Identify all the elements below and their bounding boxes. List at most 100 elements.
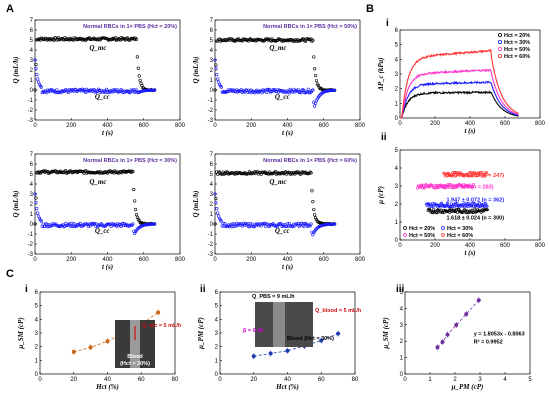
legend-marker xyxy=(441,233,445,237)
data-point xyxy=(236,37,241,41)
data-point xyxy=(447,208,451,212)
x-tick-label: 200 xyxy=(246,123,257,129)
x-tick-label: 200 xyxy=(66,257,77,263)
data-point xyxy=(268,351,273,356)
data-point xyxy=(34,66,38,71)
data-point xyxy=(281,171,285,175)
data-point xyxy=(470,204,474,208)
legend-marker xyxy=(497,40,502,45)
x-tick-label: 600 xyxy=(319,257,330,263)
chart-Bii: 0 200 400 600 800 0 1 2 3 4 5 t (s) μ (cP) 1.618 ± 0.… xyxy=(377,148,546,257)
data-point xyxy=(445,332,450,337)
y-tick-label: 1 xyxy=(210,78,214,84)
data-point xyxy=(314,79,319,83)
data-point xyxy=(214,200,218,205)
data-point xyxy=(418,185,422,189)
data-point xyxy=(216,211,220,215)
panel-label-Cii: ii xyxy=(200,284,206,295)
y-tick-label: 0 xyxy=(395,238,399,244)
y-tick-label: 2 xyxy=(30,202,34,208)
data-point xyxy=(213,88,217,92)
data-point xyxy=(459,171,462,175)
data-point xyxy=(473,202,476,205)
y-tick-label: 6 xyxy=(215,290,219,296)
x-tick-label: 800 xyxy=(355,123,366,129)
data-point xyxy=(35,206,39,211)
data-point xyxy=(297,171,301,175)
y-tick-label: 5 xyxy=(210,172,214,178)
data-point xyxy=(453,186,457,190)
legend-marker xyxy=(441,226,445,230)
data-point xyxy=(286,90,291,94)
chart-Ci: 0 20 40 60 80 0 1 2 3 4 5 6 Hct (%) μ_SM (cP) Q_mc = 5… xyxy=(17,290,182,391)
inset-qpbs: Q_PBS = 9 mL/h xyxy=(252,294,295,300)
data-point xyxy=(452,173,455,176)
data-point xyxy=(454,174,458,178)
data-point xyxy=(263,221,267,225)
y-tick-label: 7 xyxy=(210,18,214,24)
data-point xyxy=(318,93,322,97)
data-point xyxy=(133,199,137,203)
data-point xyxy=(84,38,88,42)
y-tick-label: 1 xyxy=(30,212,34,218)
y-axis-label: Q (mL/h) xyxy=(12,190,20,217)
data-point xyxy=(311,38,315,42)
x-tick-label: 600 xyxy=(139,257,150,263)
y-tick-label: 1 xyxy=(210,212,214,218)
data-point xyxy=(265,90,269,95)
data-point xyxy=(78,221,82,226)
x-tick-label: 200 xyxy=(430,121,441,127)
data-point xyxy=(125,36,130,40)
panel-label-A: A xyxy=(6,3,14,15)
data-point xyxy=(336,331,341,336)
data-point xyxy=(34,200,38,205)
data-point xyxy=(138,220,142,224)
panel-label-Bii: ii xyxy=(381,132,387,143)
y-tick-label: 6 xyxy=(210,162,214,168)
data-point xyxy=(34,62,38,67)
y-tick-label: 0 xyxy=(210,222,214,228)
data-point xyxy=(245,88,249,92)
data-point xyxy=(213,58,217,62)
x-tick-label: 40 xyxy=(284,377,291,383)
data-point xyxy=(39,219,43,223)
data-point xyxy=(138,78,142,82)
data-point xyxy=(132,187,136,192)
data-point xyxy=(65,171,69,175)
data-point xyxy=(311,199,315,204)
y-tick-label: 7 xyxy=(30,18,34,24)
x-tick-label: 80 xyxy=(172,377,179,383)
inset-label-2: (Hct = 30%) xyxy=(120,361,150,367)
data-point xyxy=(473,207,477,211)
x-tick-label: 200 xyxy=(66,123,77,129)
data-point xyxy=(55,88,59,92)
data-point xyxy=(426,185,430,189)
data-point xyxy=(455,211,459,214)
panel-label-B: B xyxy=(366,3,374,15)
data-point xyxy=(486,208,489,212)
x-tick-label: 800 xyxy=(535,121,546,127)
y-tick-label: 2 xyxy=(400,339,404,345)
y-tick-label: 0 xyxy=(215,372,219,378)
data-point xyxy=(279,89,283,93)
x-tick-label: 400 xyxy=(465,243,476,249)
data-point xyxy=(135,227,140,231)
x-tick-label: 800 xyxy=(175,123,186,129)
x-tick-label: 600 xyxy=(500,121,511,127)
data-point xyxy=(134,212,139,217)
data-point xyxy=(473,171,477,175)
y-tick-label: 1 xyxy=(30,78,34,84)
x-tick-label: 60 xyxy=(318,377,325,383)
data-point xyxy=(436,186,440,190)
data-point xyxy=(69,224,73,228)
data-point xyxy=(333,88,337,92)
data-point xyxy=(216,77,220,81)
series-label-Qmc: Q_mc xyxy=(269,178,286,186)
chart-Bi: 0 200 400 600 800 0 1 2 3 4 5 6 t (s) ΔP_c (kPa) Hct =… xyxy=(377,28,546,135)
data-point xyxy=(457,171,461,175)
y-tick-label: -1 xyxy=(28,98,34,104)
data-point xyxy=(466,202,470,206)
data-point xyxy=(454,201,458,205)
data-point xyxy=(309,222,313,226)
data-point xyxy=(33,88,37,92)
